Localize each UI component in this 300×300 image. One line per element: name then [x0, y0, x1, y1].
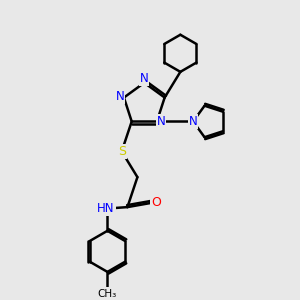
Text: N: N [157, 115, 165, 128]
Text: CH₃: CH₃ [98, 289, 117, 299]
Text: S: S [118, 145, 126, 158]
Text: O: O [151, 196, 161, 209]
Text: N: N [116, 90, 124, 103]
Text: N: N [140, 72, 149, 85]
Text: N: N [189, 115, 197, 128]
Text: HN: HN [97, 202, 115, 215]
